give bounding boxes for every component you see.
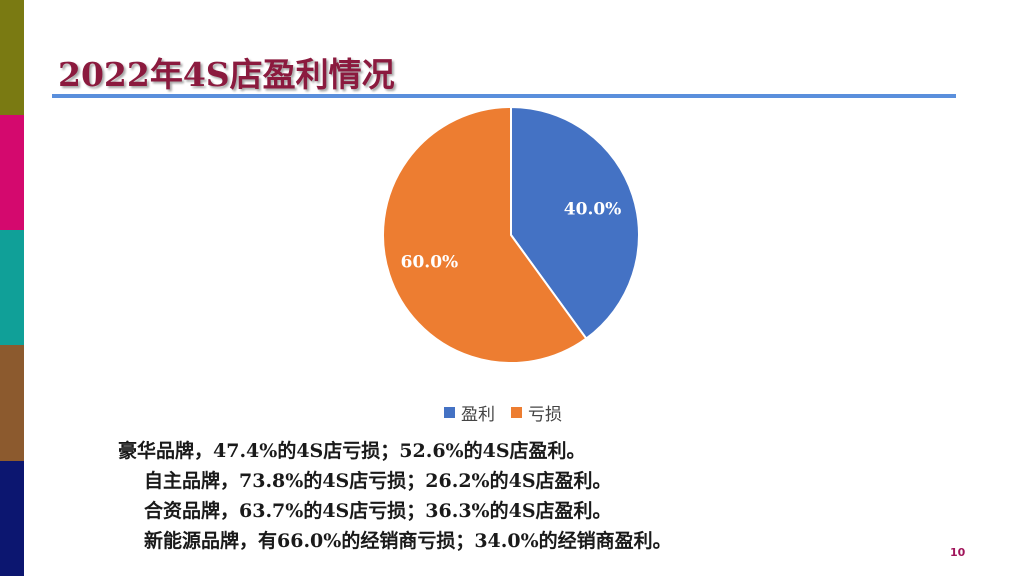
side-bar-segment [0, 461, 24, 576]
pie-slice-profit [510, 105, 640, 340]
chart-legend: 盈利 亏损 [444, 400, 572, 425]
legend-swatch-profit [444, 407, 455, 418]
note-luxury-brand: 豪华品牌，47.4%的4S店亏损；52.6%的4S店盈利。 [118, 440, 586, 462]
legend-item-loss: 亏损 [511, 400, 562, 425]
legend-item-profit: 盈利 [444, 400, 495, 425]
pie-label-loss: 60.0% [401, 253, 459, 273]
page-number: 10 [950, 546, 966, 559]
note-domestic-brand: 自主品牌，73.8%的4S店亏损；26.2%的4S店盈利。 [144, 470, 612, 492]
side-bar-segment [0, 230, 24, 345]
decorative-side-bar [0, 0, 24, 576]
pie-slice-loss [382, 105, 588, 364]
title-underline [52, 94, 956, 98]
side-bar-segment [0, 115, 24, 230]
pie-label-profit: 40.0% [564, 199, 622, 219]
pie-chart: 40.0% 60.0% [382, 105, 640, 364]
side-bar-segment [0, 0, 24, 115]
note-joint-venture-brand: 合资品牌，63.7%的4S店亏损；36.3%的4S店盈利。 [144, 500, 612, 522]
side-bar-segment [0, 345, 24, 461]
brand-notes: 豪华品牌，47.4%的4S店亏损；52.6%的4S店盈利。 自主品牌，73.8%… [118, 436, 672, 556]
slide-title: 2022年4S店盈利情况 [58, 55, 395, 94]
legend-swatch-loss [511, 407, 522, 418]
legend-label-profit: 盈利 [461, 405, 495, 425]
legend-label-loss: 亏损 [528, 405, 562, 425]
note-new-energy-brand: 新能源品牌，有66.0%的经销商亏损；34.0%的经销商盈利。 [144, 530, 672, 552]
